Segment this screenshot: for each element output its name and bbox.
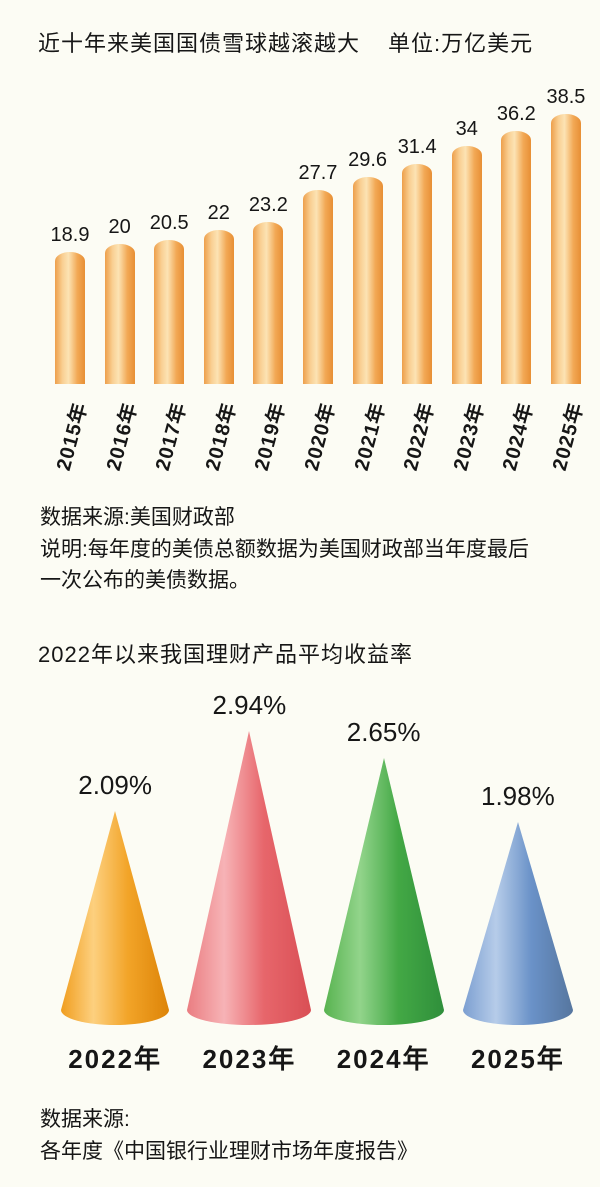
bar-x-label-text: 2018年 — [201, 400, 241, 474]
bar-value-label: 36.2 — [496, 103, 536, 125]
bar-column: 31.4 — [395, 136, 439, 384]
bar — [352, 177, 383, 384]
bar-x-label: 2025年 — [544, 386, 588, 486]
bar-x-label-text: 2017年 — [151, 400, 192, 474]
bar — [203, 230, 234, 384]
bar-x-label-text: 2015年 — [52, 400, 93, 474]
yield-chart-section: 2022年以来我国理财产品平均收益率 2.09% 2.94% 2.65% 1.98% … — [0, 637, 600, 1169]
infographic-page: 近十年来美国国债雪球越滚越大 单位:万亿美元 18.9 20 20.5 22 23.2 2… — [0, 26, 600, 1169]
cone-x-label: 2024年 — [336, 1043, 431, 1074]
debt-chart-title: 近十年来美国国债雪球越滚越大 — [38, 31, 361, 56]
bar-x-label-text: 2019年 — [251, 400, 291, 474]
cone-shape — [323, 757, 444, 1025]
bar-x-label-text: 2020年 — [300, 400, 341, 474]
bar-chart-plot-area: 18.9 20 20.5 22 23.2 27.7 29.6 31.4 34 36.2 38.5 — [48, 82, 588, 384]
bar-x-label: 2016年 — [98, 386, 142, 486]
cone-value-label: 2.65% — [346, 716, 421, 747]
bar-value-label: 23.2 — [248, 194, 288, 216]
bar-column: 22 — [197, 202, 241, 384]
bar-column: 20.5 — [147, 212, 191, 384]
debt-chart-note-line2: 一次公布的美债数据。 — [40, 569, 250, 592]
cone-shape — [61, 810, 170, 1025]
bar-x-label: 2018年 — [197, 386, 241, 486]
cone-column: 2.65% — [317, 717, 451, 1027]
bar-column: 34 — [445, 118, 489, 384]
cone-shape — [187, 730, 312, 1025]
yield-chart-title: 2022年以来我国理财产品平均收益率 — [38, 641, 413, 667]
bar-x-label-text: 2021年 — [350, 400, 390, 474]
bar-chart-x-axis-labels: 2015年 2016年 2017年 2018年 2019年 2020年 2021年 2022年… — [48, 386, 588, 486]
bar-value-label: 27.7 — [298, 162, 338, 184]
debt-chart-title-row: 近十年来美国国债雪球越滚越大 单位:万亿美元 — [38, 26, 590, 58]
bar-column: 36.2 — [494, 103, 538, 384]
bar-value-label: 18.9 — [50, 224, 90, 246]
bar-value-label: 20.5 — [149, 212, 189, 234]
bar-x-label: 2015年 — [48, 386, 92, 486]
cone-column: 2.94% — [182, 690, 316, 1027]
cone-value-label: 2.94% — [212, 689, 287, 720]
bar-x-label: 2024年 — [494, 386, 538, 486]
yield-chart-source-line2: 各年度《中国银行业理财市场年度报告》 — [40, 1140, 418, 1164]
bar-value-label: 38.5 — [546, 86, 586, 108]
bar — [402, 164, 433, 384]
bar-x-label-text: 2023年 — [449, 400, 489, 474]
cone-column: 1.98% — [451, 781, 585, 1027]
bar — [55, 252, 85, 384]
bar-column: 18.9 — [48, 224, 92, 384]
cone-shape — [462, 821, 573, 1025]
bar-x-label: 2021年 — [346, 386, 390, 486]
cone-chart-plot-area: 2.09% 2.94% 2.65% 1.98% — [48, 687, 585, 1027]
cone-chart-x-axis-labels: 2022年 2023年 2024年 2025年 — [48, 1039, 585, 1076]
bar-x-label: 2022年 — [395, 386, 439, 486]
bar-column: 38.5 — [544, 86, 588, 384]
bar — [253, 222, 284, 384]
bar-x-label-text: 2016年 — [102, 400, 142, 474]
bar-x-label: 2019年 — [246, 386, 290, 486]
debt-chart-unit-label: 单位:万亿美元 — [388, 31, 534, 56]
bar-x-label: 2017年 — [147, 386, 191, 486]
bar-value-label: 29.6 — [348, 149, 388, 171]
cone-column: 2.09% — [48, 770, 182, 1027]
yield-chart-footnotes: 数据来源: 各年度《中国银行业理财市场年度报告》 — [40, 1104, 560, 1169]
bar — [451, 146, 482, 384]
bar-x-label-text: 2025年 — [548, 400, 588, 474]
bar-x-label-text: 2024年 — [499, 400, 539, 474]
bar-x-label: 2023年 — [445, 386, 489, 486]
bar — [104, 244, 135, 384]
debt-chart-footnotes: 数据来源:美国财政部 说明:每年度的美债总额数据为美国财政部当年度最后 一次公布… — [40, 502, 560, 597]
bar — [550, 114, 581, 384]
cone-x-label: 2023年 — [202, 1043, 297, 1074]
debt-chart-source: 数据来源:美国财政部 — [40, 506, 235, 529]
bar-value-label: 20 — [108, 216, 131, 238]
bar-column: 20 — [98, 216, 142, 384]
bar-value-label: 22 — [207, 202, 230, 224]
debt-chart-note-line1: 说明:每年度的美债总额数据为美国财政部当年度最后 — [40, 537, 529, 561]
bar-column: 23.2 — [246, 194, 290, 384]
cone-value-label: 2.09% — [78, 769, 152, 800]
yield-chart-source-line1: 数据来源: — [40, 1107, 130, 1131]
bar-x-label: 2020年 — [296, 386, 340, 486]
bar-value-label: 34 — [455, 118, 478, 140]
cone-x-label: 2022年 — [68, 1043, 163, 1074]
bar-value-label: 31.4 — [397, 136, 437, 158]
bar — [302, 190, 333, 384]
bar-column: 27.7 — [296, 162, 340, 384]
bar-column: 29.6 — [346, 149, 390, 384]
bar — [501, 131, 532, 384]
bar-x-label-text: 2022年 — [399, 400, 440, 474]
cone-value-label: 1.98% — [481, 780, 555, 811]
bar — [154, 240, 185, 384]
debt-chart-section: 近十年来美国国债雪球越滚越大 单位:万亿美元 18.9 20 20.5 22 23.2 2… — [0, 26, 600, 597]
cone-x-label: 2025年 — [470, 1043, 565, 1074]
